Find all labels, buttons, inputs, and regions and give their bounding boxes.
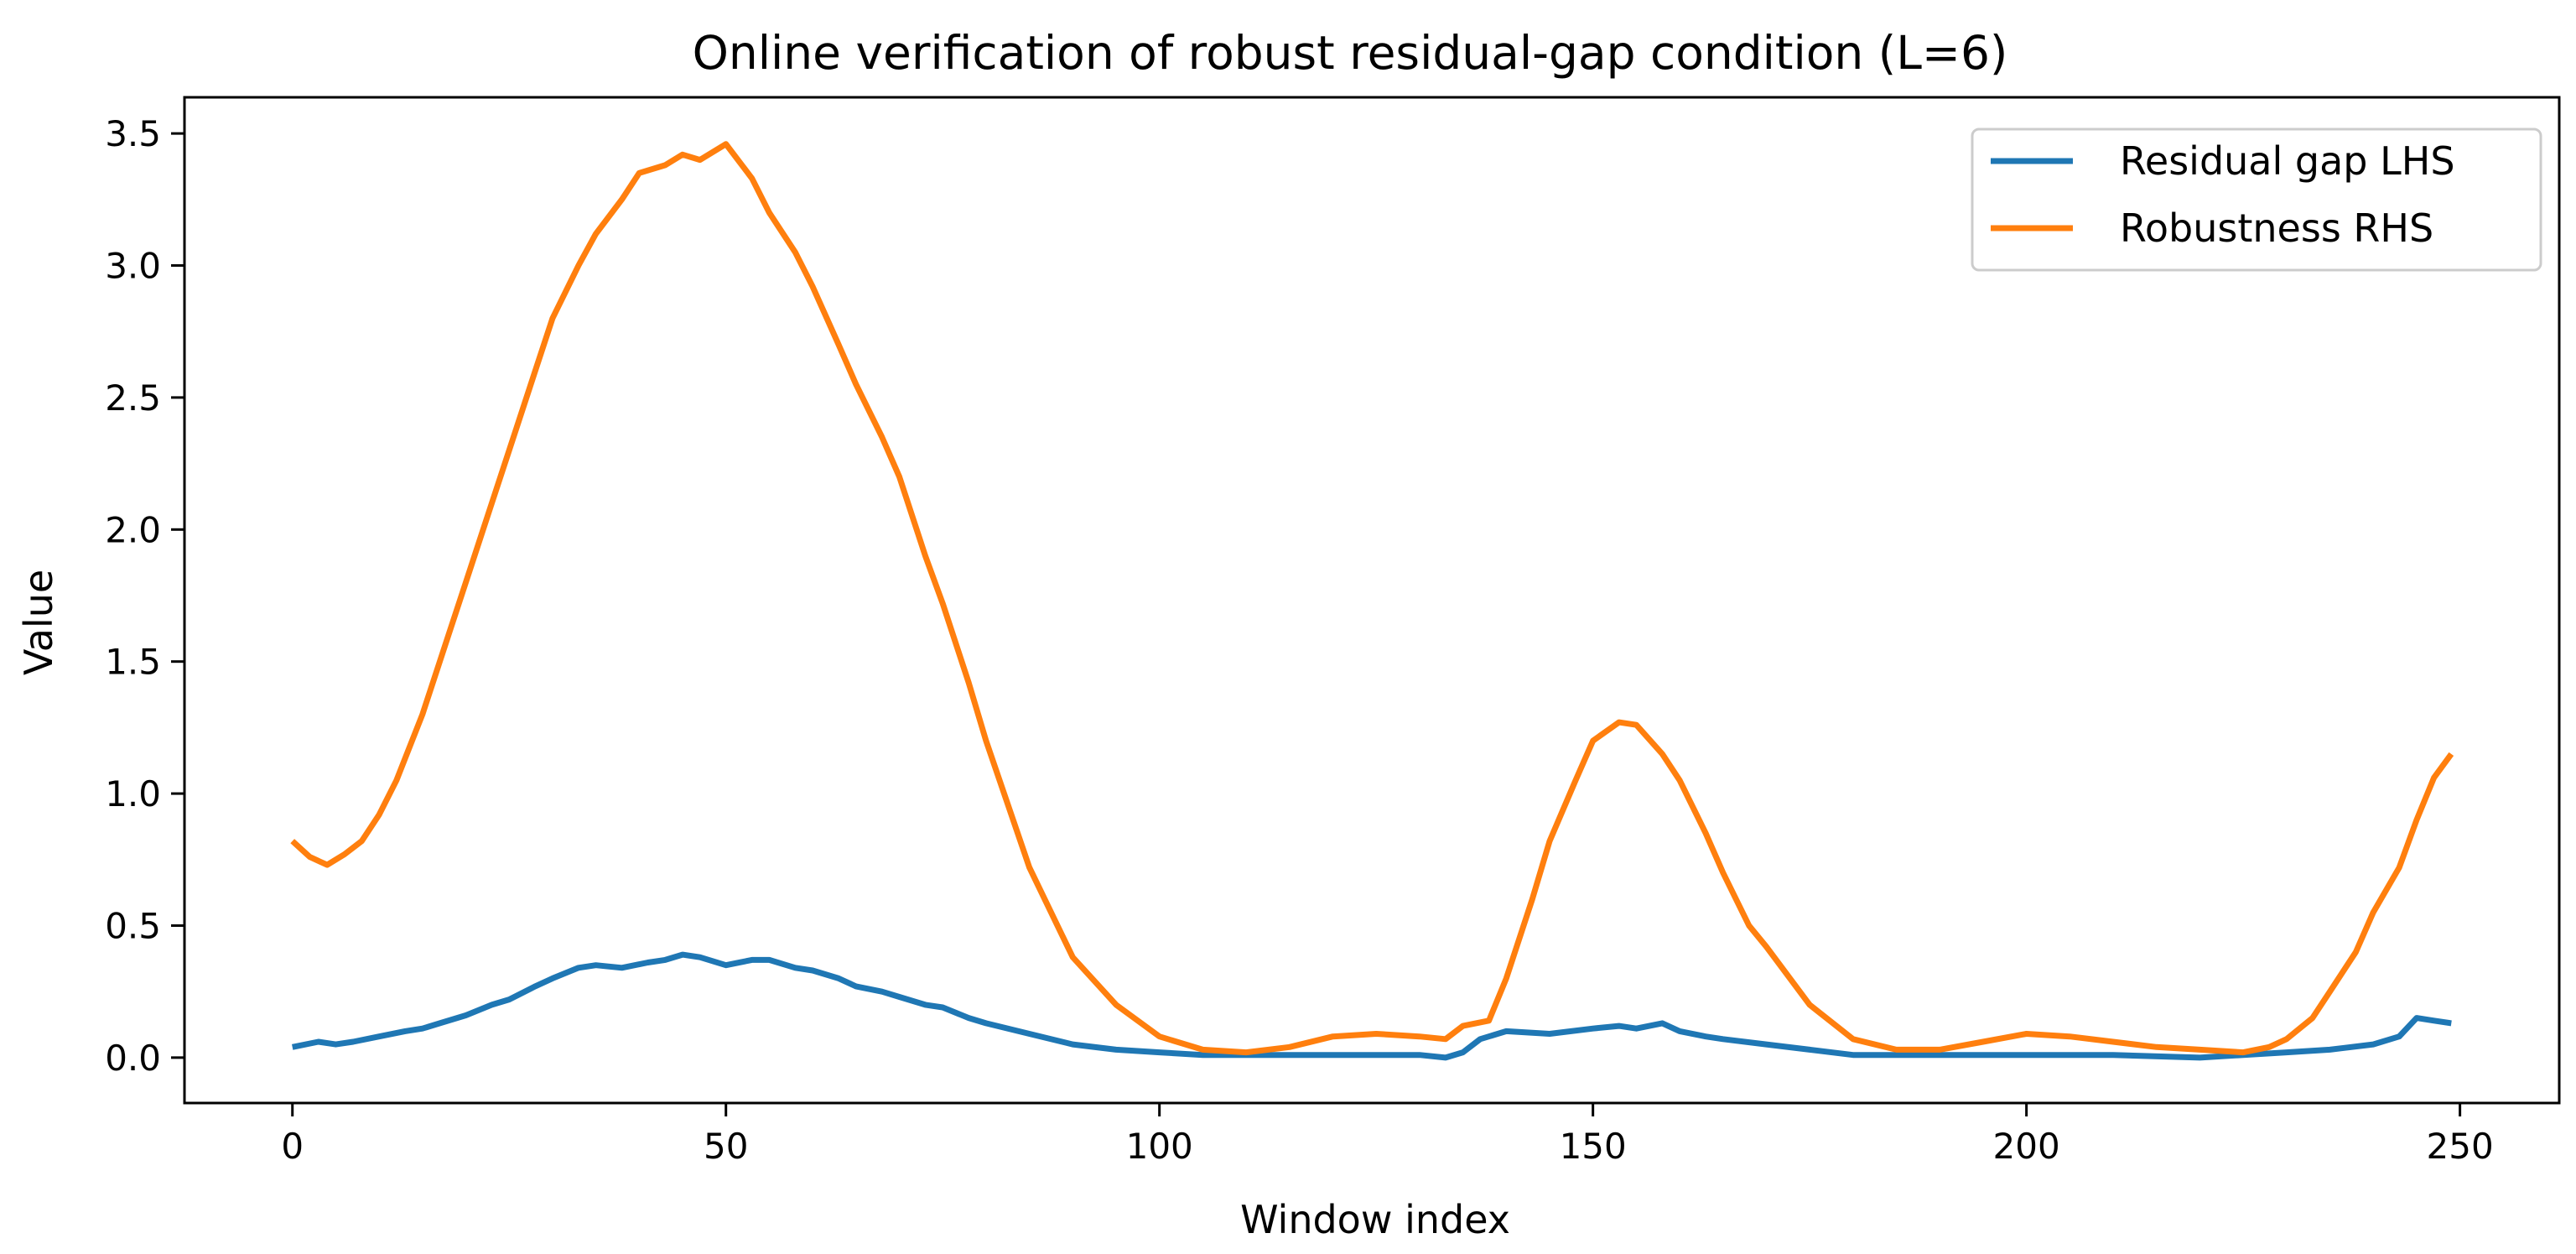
x-tick-label: 150 [1560, 1126, 1627, 1167]
x-tick-label: 100 [1126, 1126, 1193, 1167]
y-tick-label: 1.5 [105, 642, 161, 683]
plot-area [290, 141, 2454, 1061]
x-tick-label: 50 [704, 1126, 748, 1167]
y-tick-label: 3.5 [105, 113, 161, 154]
legend: Residual gap LHS Robustness RHS [1971, 127, 2542, 272]
x-tick-label: 250 [2427, 1126, 2494, 1167]
x-tick-label: 0 [281, 1126, 304, 1167]
y-tick-label: 2.0 [105, 509, 161, 550]
axes-frame [183, 96, 2561, 1105]
x-tick-label: 200 [1993, 1126, 2060, 1167]
y-tick-label: 3.0 [105, 246, 161, 287]
y-tick-label: 2.5 [105, 377, 161, 419]
axes: 0 50 100 150 200 250 0.0 0.5 1.0 1.5 2.0 2.5 3.0 3.5 [105, 96, 2561, 1167]
y-tick-label: 0.5 [105, 905, 161, 946]
y-tick-label: 1.0 [105, 773, 161, 814]
legend-label-2: Robustness RHS [2120, 206, 2433, 251]
chart-title: Online verification of robust residual-g… [693, 26, 2008, 80]
y-axis-title: Value [16, 570, 61, 675]
series-line-2 [290, 141, 2454, 1056]
legend-box [1971, 127, 2542, 272]
legend-label-1: Residual gap LHS [2120, 138, 2455, 184]
series-line-1 [292, 951, 2452, 1061]
y-tick-label: 0.0 [105, 1038, 161, 1079]
x-axis-title: Window index [1240, 1197, 1510, 1242]
